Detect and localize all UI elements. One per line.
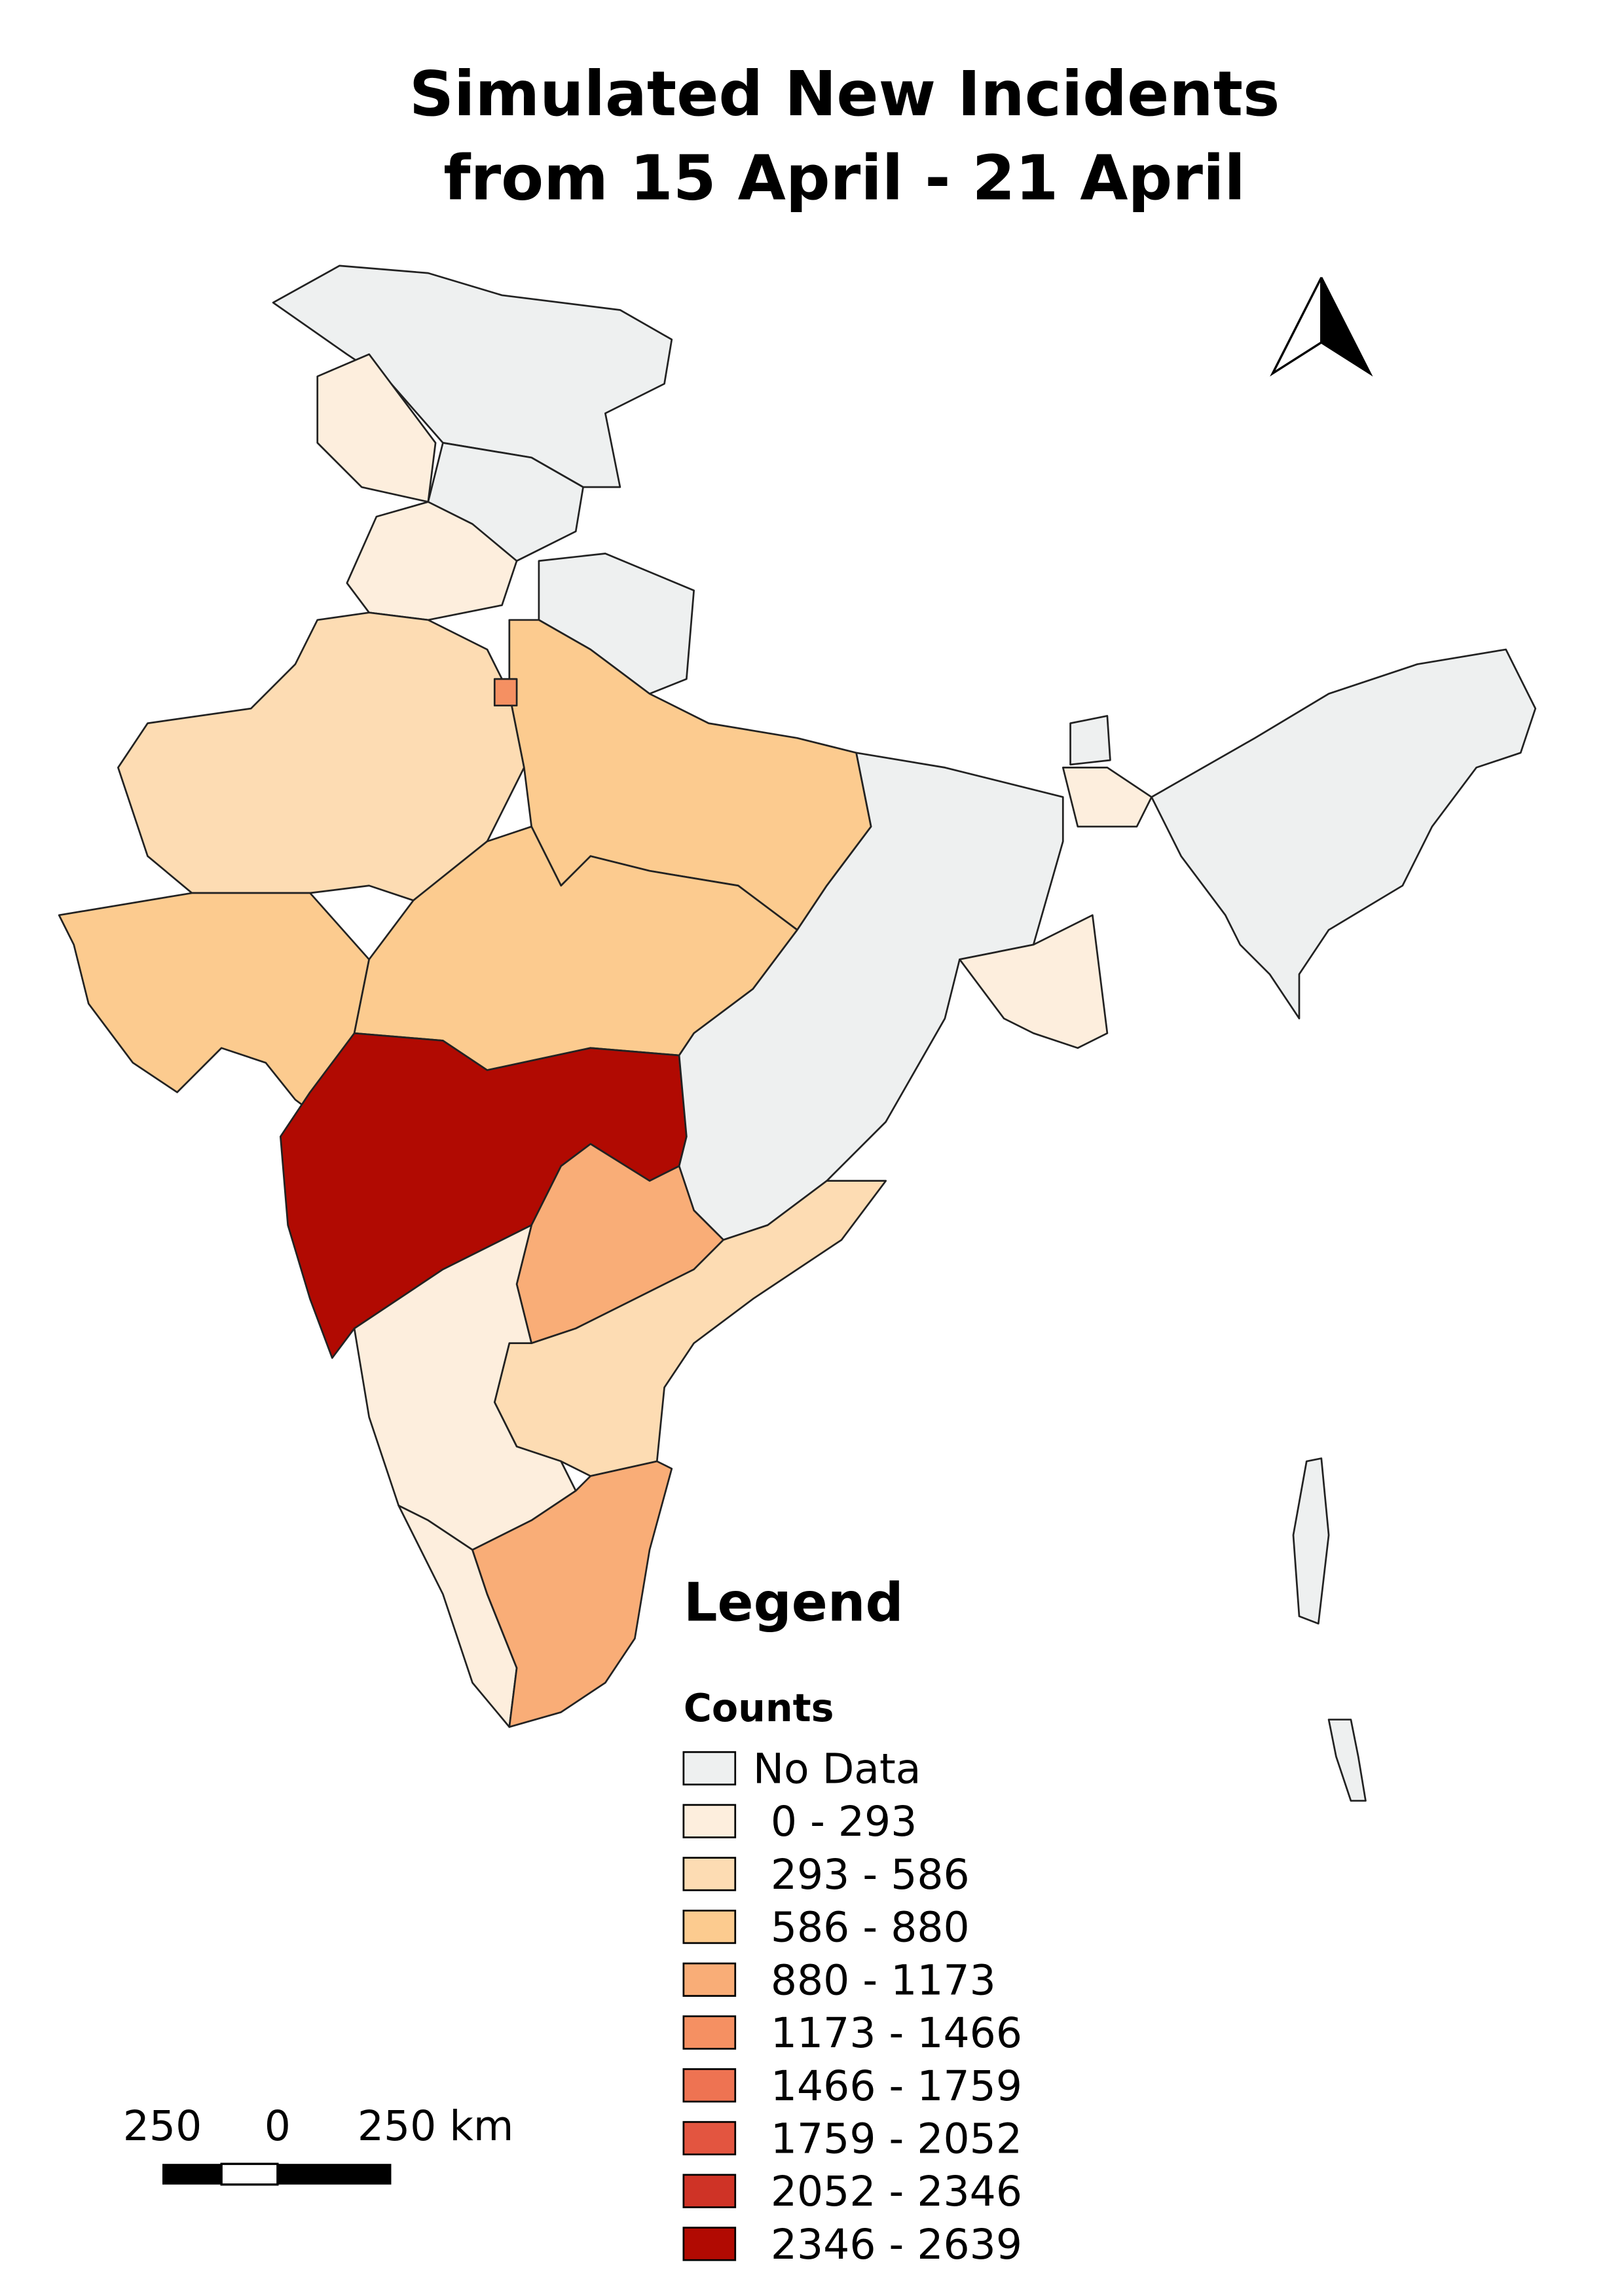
scale-segment xyxy=(162,2164,222,2185)
legend-label: 1759 - 2052 xyxy=(771,2115,1022,2163)
legend-label: 0 - 293 xyxy=(771,1797,917,1846)
legend-label: 1173 - 1466 xyxy=(771,2009,1022,2057)
region xyxy=(1151,648,1537,1020)
legend-swatch xyxy=(682,1804,737,1838)
legend-label: 2052 - 2346 xyxy=(771,2167,1022,2215)
north-arrow xyxy=(1270,277,1373,377)
scale-segment xyxy=(220,2162,279,2186)
title-line: from 15 April - 21 April xyxy=(443,142,1246,214)
title-line: Simulated New Incidents xyxy=(409,58,1280,130)
region xyxy=(493,678,518,707)
legend-swatch xyxy=(682,2227,737,2261)
legend-title: Legend xyxy=(684,1573,904,1634)
regions xyxy=(58,264,1537,1802)
legend-swatch xyxy=(682,2068,737,2103)
legend-swatch xyxy=(682,1751,737,1786)
legend-label: No Data xyxy=(753,1745,921,1793)
legend-swatch xyxy=(682,1962,737,1997)
region xyxy=(1292,1457,1330,1625)
region xyxy=(1327,1719,1367,1802)
region xyxy=(959,914,1109,1049)
legend-subtitle: Counts xyxy=(684,1686,834,1730)
region xyxy=(346,501,518,621)
legend-swatch xyxy=(682,1909,737,1944)
scale-label: 250 km xyxy=(358,2102,514,2150)
scale-label: 0 xyxy=(265,2102,291,2150)
region xyxy=(58,892,370,1123)
legend-swatch xyxy=(682,1857,737,1891)
scale-label: 250 xyxy=(123,2102,202,2150)
region xyxy=(272,264,673,488)
legend-label: 1466 - 1759 xyxy=(771,2062,1022,2110)
north-arrow-right xyxy=(1320,277,1373,377)
legend-label: 586 - 880 xyxy=(771,1903,970,1952)
scale-bar: 250 0 250 km xyxy=(123,2102,514,2186)
region xyxy=(117,611,525,902)
legend-label: 2346 - 2639 xyxy=(771,2220,1022,2269)
legend-label: 293 - 586 xyxy=(771,1850,970,1899)
legend-swatch xyxy=(682,2121,737,2156)
scale-segment xyxy=(277,2164,392,2185)
region xyxy=(1069,715,1111,766)
legend-swatch xyxy=(682,2015,737,2050)
legend-swatch xyxy=(682,2174,737,2208)
legend-label: 880 - 1173 xyxy=(771,1956,996,2004)
region xyxy=(471,1460,673,1728)
region xyxy=(1061,767,1153,828)
